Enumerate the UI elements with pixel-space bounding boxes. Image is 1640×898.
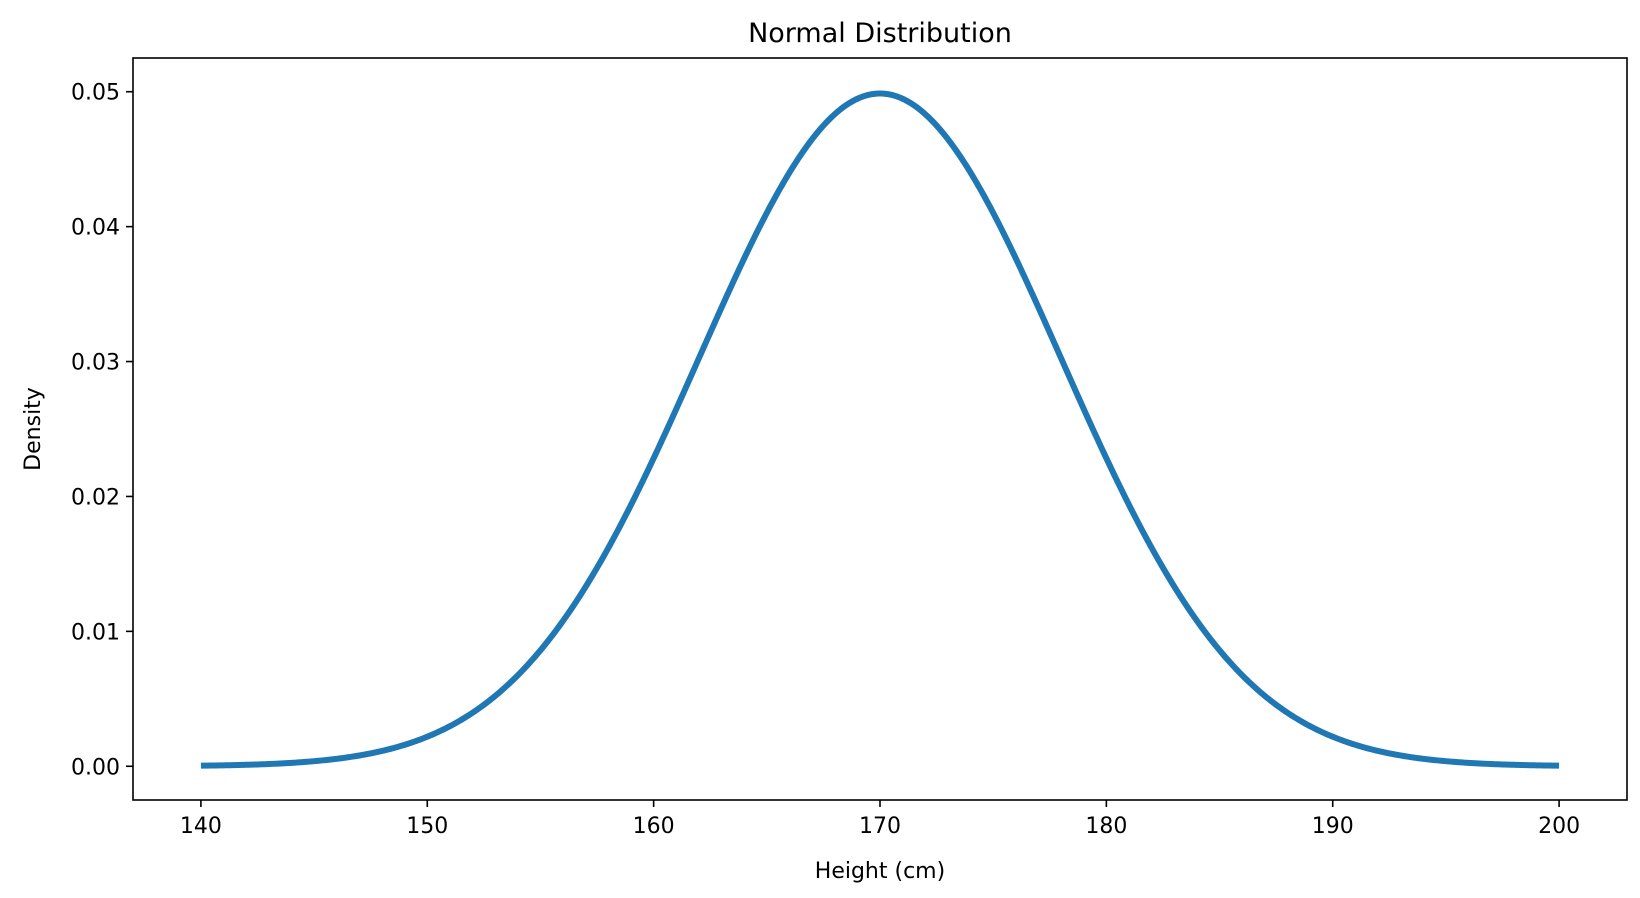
chart-title: Normal Distribution [748, 18, 1012, 49]
x-tick-label: 140 [180, 814, 222, 839]
x-tick-label: 200 [1538, 814, 1580, 839]
x-tick-label: 190 [1312, 814, 1354, 839]
density-curve [200, 90, 1560, 769]
x-axis-label: Height (cm) [815, 859, 945, 884]
x-tick-label: 160 [633, 814, 675, 839]
y-axis-ticks: 0.00 0.01 0.02 0.03 0.04 0.05 [71, 81, 133, 780]
y-tick-label: 0.05 [71, 81, 120, 106]
x-tick-label: 170 [859, 814, 901, 839]
y-axis-label: Density [21, 387, 46, 471]
y-tick-label: 0.04 [71, 216, 120, 241]
x-axis-ticks: 140 150 160 170 180 190 200 [180, 800, 1580, 839]
y-tick-label: 0.00 [71, 755, 120, 780]
x-tick-label: 180 [1085, 814, 1127, 839]
y-tick-label: 0.02 [71, 485, 120, 510]
y-tick-label: 0.01 [71, 620, 120, 645]
y-tick-label: 0.03 [71, 351, 120, 376]
x-tick-label: 150 [406, 814, 448, 839]
plot-area [132, 57, 1628, 801]
